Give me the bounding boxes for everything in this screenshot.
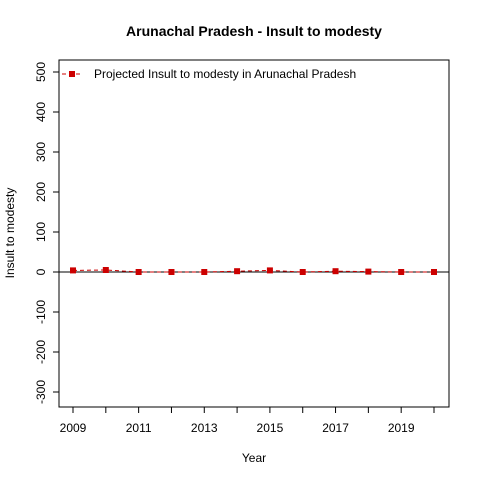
data-point [102,267,109,273]
x-axis-label: Year [242,451,266,465]
data-point [299,269,306,275]
x-tick-label: 2019 [388,421,415,435]
data-point [70,267,76,274]
data-point [201,269,208,275]
plot-area: -300 -200 -100 0 100 200 300 400 500 2009 2011 2013… [34,59,450,435]
chart-title: Arunachal Pradesh - Insult to modesty [126,23,382,39]
x-tick-label: 2013 [191,421,218,435]
data-point [234,268,241,275]
y-tick-label: 300 [34,142,48,162]
y-tick-label: 100 [34,222,48,242]
x-tick-label: 2017 [322,421,349,435]
x-tick-label: 2011 [126,421,152,435]
data-point [431,269,437,275]
data-point [135,269,142,275]
x-tick-label: 2009 [60,421,87,435]
y-axis-label: Insult to modesty [3,188,17,279]
y-tick-label: -200 [34,340,48,364]
y-tick-label: -300 [34,380,48,404]
legend-marker [69,71,75,77]
data-point [398,269,405,275]
y-tick-label: 400 [34,102,48,122]
y-tick-label: 200 [34,182,48,202]
data-point [168,269,175,275]
plot-frame [58,59,450,408]
y-tick-label: 0 [34,268,48,275]
x-tick-label: 2015 [257,421,284,435]
data-point [332,268,339,275]
data-point [266,267,273,274]
legend-label: Projected Insult to modesty in Arunachal… [94,67,356,81]
y-tick-label: 500 [34,62,48,82]
data-point [365,268,372,275]
y-tick-label: -100 [34,300,48,324]
